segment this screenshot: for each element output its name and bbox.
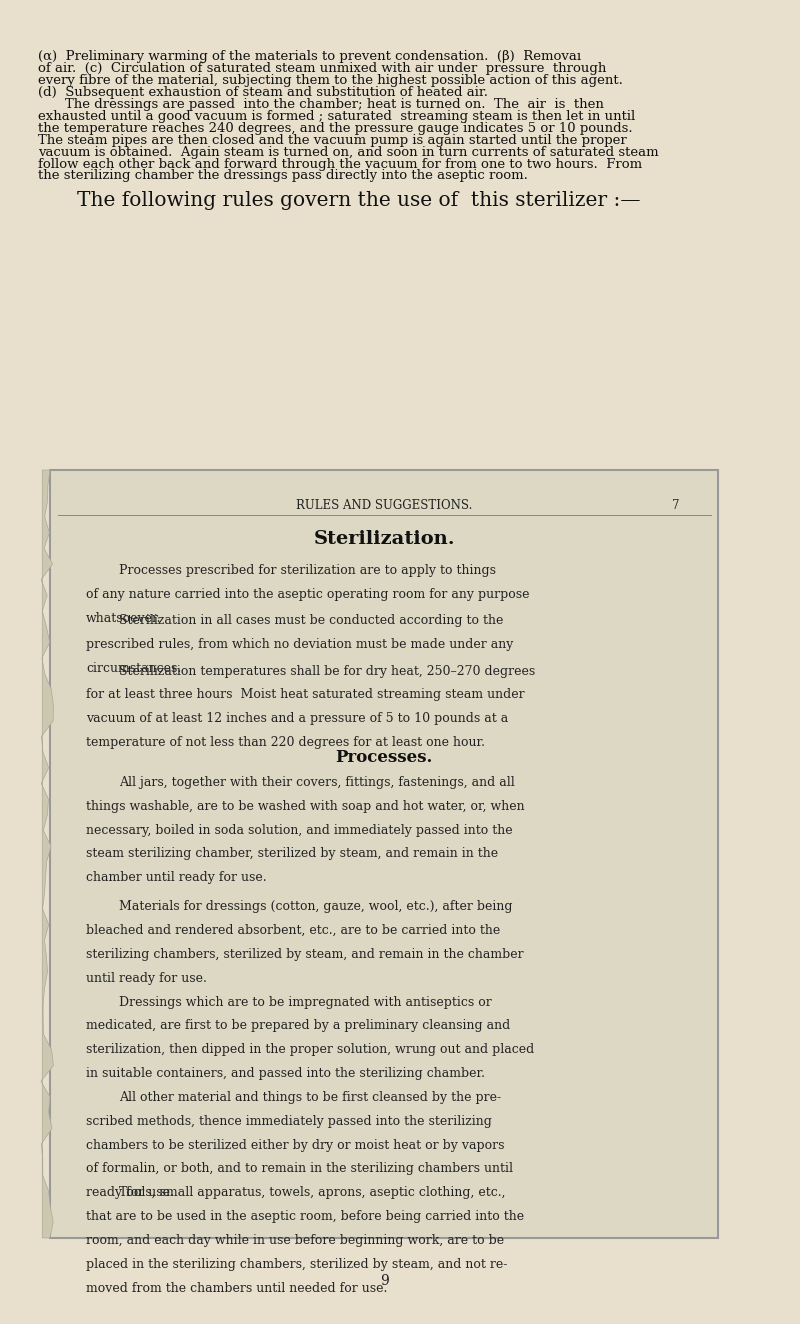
Text: circumstances.: circumstances. [86,662,182,675]
Text: All jars, together with their covers, fittings, fastenings, and all: All jars, together with their covers, fi… [119,776,515,789]
Text: 7: 7 [673,499,680,512]
Text: Processes prescribed for sterilization are to apply to things: Processes prescribed for sterilization a… [119,564,496,577]
Text: Sterilization.: Sterilization. [314,530,455,548]
Text: the temperature reaches 240 degrees, and the pressure gauge indicates 5 or 10 po: the temperature reaches 240 degrees, and… [38,122,633,135]
Text: whatsoever.: whatsoever. [86,612,162,625]
Text: placed in the sterilizing chambers, sterilized by steam, and not re-: placed in the sterilizing chambers, ster… [86,1258,507,1271]
Text: things washable, are to be washed with soap and hot water, or, when: things washable, are to be washed with s… [86,800,525,813]
Text: ready for use.: ready for use. [86,1186,174,1200]
Polygon shape [41,470,54,1238]
Text: moved from the chambers until needed for use.: moved from the chambers until needed for… [86,1282,387,1295]
Text: every fibre of the material, subjecting them to the highest possible action of t: every fibre of the material, subjecting … [38,74,623,87]
Text: The following rules govern the use of  this sterilizer :—: The following rules govern the use of th… [77,191,640,209]
Text: vacuum is obtained.  Again steam is turned on, and soon in turn currents of satu: vacuum is obtained. Again steam is turne… [38,146,659,159]
Text: temperature of not less than 220 degrees for at least one hour.: temperature of not less than 220 degrees… [86,736,485,749]
Text: Dressings which are to be impregnated with antiseptics or: Dressings which are to be impregnated wi… [119,996,492,1009]
Text: The steam pipes are then closed and the vacuum pump is again started until the p: The steam pipes are then closed and the … [38,134,627,147]
Text: medicated, are first to be prepared by a preliminary cleansing and: medicated, are first to be prepared by a… [86,1019,510,1033]
Text: follow each other back and forward through the vacuum for from one to two hours.: follow each other back and forward throu… [38,158,642,171]
Text: chambers to be sterilized either by dry or moist heat or by vapors: chambers to be sterilized either by dry … [86,1139,505,1152]
Text: bleached and rendered absorbent, etc., are to be carried into the: bleached and rendered absorbent, etc., a… [86,924,500,937]
Text: of any nature carried into the aseptic operating room for any purpose: of any nature carried into the aseptic o… [86,588,530,601]
Text: necessary, boiled in soda solution, and immediately passed into the: necessary, boiled in soda solution, and … [86,824,513,837]
Text: (α)  Preliminary warming of the materials to prevent condensation.  (β)  Removaı: (α) Preliminary warming of the materials… [38,50,582,64]
Text: until ready for use.: until ready for use. [86,972,207,985]
Text: for at least three hours  Moist heat saturated streaming steam under: for at least three hours Moist heat satu… [86,688,525,702]
Text: The dressings are passed  into the chamber; heat is turned on.  The  air  is  th: The dressings are passed into the chambe… [66,98,604,111]
Text: (d)  Subsequent exhaustion of steam and substitution of heated air.: (d) Subsequent exhaustion of steam and s… [38,86,489,99]
Text: room, and each day while in use before beginning work, are to be: room, and each day while in use before b… [86,1234,504,1247]
Text: scribed methods, thence immediately passed into the sterilizing: scribed methods, thence immediately pass… [86,1115,492,1128]
Text: steam sterilizing chamber, sterilized by steam, and remain in the: steam sterilizing chamber, sterilized by… [86,847,498,861]
Text: exhausted until a good vacuum is formed ; saturated  streaming steam is then let: exhausted until a good vacuum is formed … [38,110,636,123]
Text: of air.  (c)  Circulation of saturated steam unmixed with air under  pressure  t: of air. (c) Circulation of saturated ste… [38,62,606,75]
Text: chamber until ready for use.: chamber until ready for use. [86,871,266,884]
Text: sterilizing chambers, sterilized by steam, and remain in the chamber: sterilizing chambers, sterilized by stea… [86,948,524,961]
Text: RULES AND SUGGESTIONS.: RULES AND SUGGESTIONS. [296,499,472,512]
Text: prescribed rules, from which no deviation must be made under any: prescribed rules, from which no deviatio… [86,638,514,651]
Text: Materials for dressings (cotton, gauze, wool, etc.), after being: Materials for dressings (cotton, gauze, … [119,900,513,914]
Text: that are to be used in the aseptic room, before being carried into the: that are to be used in the aseptic room,… [86,1210,524,1223]
Text: 9: 9 [380,1274,389,1288]
Text: Tools, small apparatus, towels, aprons, aseptic clothing, etc.,: Tools, small apparatus, towels, aprons, … [119,1186,506,1200]
Text: Sterilization in all cases must be conducted according to the: Sterilization in all cases must be condu… [119,614,503,628]
Text: Processes.: Processes. [335,749,433,767]
Text: sterilization, then dipped in the proper solution, wrung out and placed: sterilization, then dipped in the proper… [86,1043,534,1057]
Text: in suitable containers, and passed into the sterilizing chamber.: in suitable containers, and passed into … [86,1067,485,1080]
Text: the sterilizing chamber the dressings pass directly into the aseptic room.: the sterilizing chamber the dressings pa… [38,169,528,183]
Text: Sterilization temperatures shall be for dry heat, 250–270 degrees: Sterilization temperatures shall be for … [119,665,535,678]
FancyBboxPatch shape [50,470,718,1238]
Text: of formalin, or both, and to remain in the sterilizing chambers until: of formalin, or both, and to remain in t… [86,1162,513,1176]
Text: vacuum of at least 12 inches and a pressure of 5 to 10 pounds at a: vacuum of at least 12 inches and a press… [86,712,508,726]
Text: All other material and things to be first cleansed by the pre-: All other material and things to be firs… [119,1091,502,1104]
